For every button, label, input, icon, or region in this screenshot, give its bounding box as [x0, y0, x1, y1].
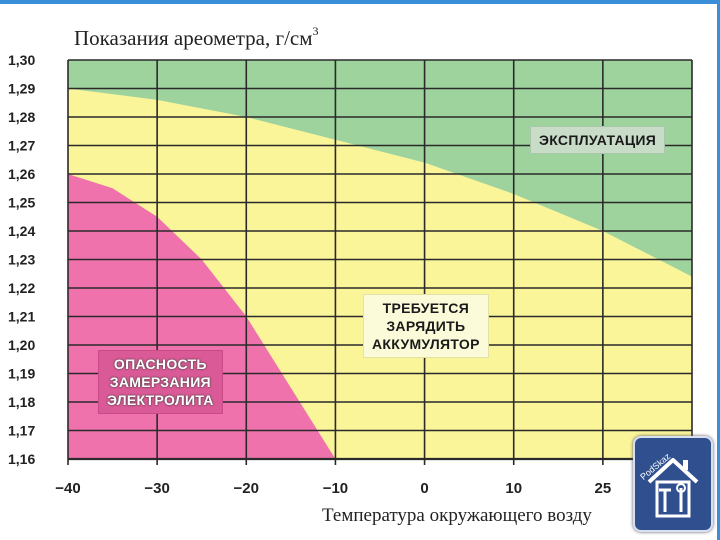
- site-logo-badge: PodSkaz: [633, 436, 713, 532]
- chart-title-superscript: 3: [312, 24, 319, 38]
- y-tick-label: 1,28: [8, 109, 35, 125]
- right-accent-rule: [717, 0, 720, 540]
- y-tick-label: 1,29: [8, 81, 35, 97]
- y-tick-label: 1,26: [8, 166, 35, 182]
- y-tick-label: 1,27: [8, 138, 35, 154]
- x-tick-label: 10: [505, 480, 522, 497]
- y-tick-label: 1,18: [8, 394, 35, 410]
- x-tick-label: −40: [55, 480, 80, 497]
- y-tick-label: 1,20: [8, 337, 35, 353]
- y-tick-label: 1,30: [8, 52, 35, 68]
- y-tick-label: 1,16: [8, 451, 35, 467]
- y-tick-label: 1,24: [8, 223, 35, 239]
- x-axis-ticks: −40 −30 −20 −10 0 10 25: [55, 480, 611, 497]
- zone-label-exploitation: ЭКСПЛУАТАЦИЯ: [530, 126, 666, 154]
- top-accent-rule: [0, 0, 720, 4]
- zone-label-charge-required: ТРЕБУЕТСЯ ЗАРЯДИТЬ АККУМУЛЯТОР: [363, 294, 489, 358]
- x-tick-label: −30: [144, 480, 169, 497]
- chart-title: Показания ареометра, г/см3: [74, 24, 319, 51]
- y-tick-label: 1,25: [8, 195, 35, 211]
- chart-title-text: Показания ареометра, г/см: [74, 26, 313, 50]
- zone-label-freezing-danger: ОПАСНОСТЬ ЗАМЕРЗАНИЯ ЭЛЕКТРОЛИТА: [98, 350, 223, 414]
- x-tick-label: −20: [234, 480, 259, 497]
- x-tick-label: −10: [323, 480, 348, 497]
- house-tools-icon: PodSkaz: [638, 451, 699, 518]
- x-axis-label: Температура окружающего возду: [322, 505, 592, 526]
- y-tick-label: 1,22: [8, 280, 35, 296]
- x-tick-label: 25: [595, 480, 612, 497]
- y-tick-label: 1,17: [8, 423, 35, 439]
- y-tick-label: 1,19: [8, 366, 35, 382]
- x-tick-label: 0: [420, 480, 428, 497]
- y-tick-label: 1,23: [8, 252, 35, 268]
- y-tick-label: 1,21: [8, 309, 35, 325]
- zone-area-exploitation: [68, 60, 692, 277]
- y-axis-ticks: 1,30 1,29 1,28 1,27 1,26 1,25 1,24 1,23 1,22 1,21…: [8, 52, 35, 467]
